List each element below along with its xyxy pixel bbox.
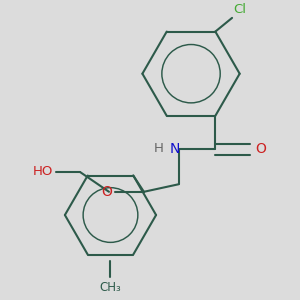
Text: Cl: Cl xyxy=(234,3,247,16)
Text: O: O xyxy=(101,185,112,199)
Text: O: O xyxy=(255,142,266,156)
Text: CH₃: CH₃ xyxy=(100,281,122,294)
Text: H: H xyxy=(154,142,164,155)
Text: HO: HO xyxy=(32,165,53,178)
Text: N: N xyxy=(170,142,180,156)
